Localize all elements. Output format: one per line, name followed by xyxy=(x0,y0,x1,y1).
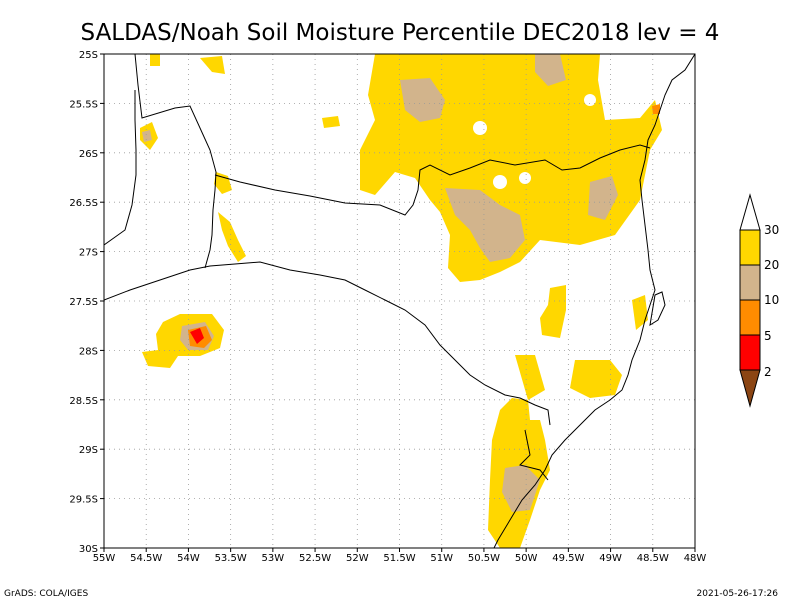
percentile-shading xyxy=(140,54,662,548)
x-tick-label: 50W xyxy=(515,553,538,564)
color-legend: 30 20 10 5 2 xyxy=(739,193,779,408)
argentina-brazil-border xyxy=(134,54,217,269)
legend-box-20-30 xyxy=(739,229,761,266)
graticule xyxy=(104,54,695,548)
x-tick-label: 53.5W xyxy=(215,553,247,564)
x-tick-label: 49.5W xyxy=(552,553,584,564)
shade-20-30-patch-a xyxy=(540,285,566,338)
x-tick-label: 52W xyxy=(346,553,369,564)
x-tick-label: 50.5W xyxy=(468,553,500,564)
shade-10-20-north-b xyxy=(535,54,566,86)
legend-box-5-10 xyxy=(739,299,761,336)
legend-label-5: 5 xyxy=(764,329,772,343)
x-tick-label: 51W xyxy=(430,553,453,564)
y-tick-label: 28.5S xyxy=(69,396,98,407)
footer-timestamp: 2021-05-26-17:26 xyxy=(697,589,779,599)
shade-20-30-patch-e xyxy=(200,56,225,74)
y-tick-label: 26.5S xyxy=(69,198,98,209)
x-tick-label: 55W xyxy=(93,553,116,564)
y-tick-label: 25S xyxy=(79,50,98,61)
shade-10-20-patch xyxy=(142,130,152,142)
border-west-segment xyxy=(104,90,137,246)
y-tick-label: 29S xyxy=(79,445,98,456)
gap-2 xyxy=(473,121,487,135)
shade-10-20-south xyxy=(502,465,540,512)
x-tick-label: 52.5W xyxy=(299,553,331,564)
legend-box-2-5 xyxy=(739,334,761,371)
shade-20-30-east xyxy=(570,360,622,398)
y-axis-labels: 25S 25.5S 26S 26.5S 27S 27.5S 28S 28.5S 29S 29.5S… xyxy=(69,50,98,555)
y-tick-label: 27S xyxy=(79,248,98,259)
y-tick-label: 30S xyxy=(79,544,98,555)
x-tick-label: 48W xyxy=(684,553,707,564)
legend-box-10-20 xyxy=(739,264,761,301)
gap-4 xyxy=(584,94,596,106)
x-tick-label: 53W xyxy=(262,553,285,564)
parana-santa-catarina-border xyxy=(214,144,651,216)
axis-ticks xyxy=(100,53,696,552)
legend-label-2: 2 xyxy=(764,365,772,379)
x-tick-label: 49W xyxy=(599,553,622,564)
map-title: SALDAS/Noah Soil Moisture Percentile DEC… xyxy=(81,20,720,46)
y-tick-label: 26S xyxy=(79,149,98,160)
x-tick-label: 54W xyxy=(177,553,200,564)
shade-20-30-patch-d xyxy=(218,212,246,262)
legend-label-30: 30 xyxy=(764,223,779,237)
x-tick-label: 48.5W xyxy=(637,553,669,564)
y-tick-label: 29.5S xyxy=(69,495,98,506)
shade-20-30-patch-f xyxy=(322,116,340,128)
santa-catarina-rs-border xyxy=(104,261,551,426)
coast-lagoon xyxy=(649,291,666,327)
x-axis-labels: 55W 54.5W 54W 53.5W 53W 52.5W 52W 51.5W 51W 50.5W… xyxy=(93,553,707,564)
shade-20-30-patch-c xyxy=(214,172,232,194)
footer-credit: GrADS: COLA/IGES xyxy=(4,589,88,599)
y-tick-label: 25.5S xyxy=(69,99,98,110)
x-tick-label: 51.5W xyxy=(383,553,415,564)
legend-label-10: 10 xyxy=(764,293,779,307)
y-tick-label: 27.5S xyxy=(69,297,98,308)
legend-top-triangle xyxy=(739,193,761,231)
shade-10-20-north-a xyxy=(400,78,445,122)
inner-river xyxy=(519,429,549,481)
shade-10-20-central xyxy=(445,188,525,262)
boundaries xyxy=(104,54,695,548)
legend-label-20: 20 xyxy=(764,258,779,272)
shade-20-30-south xyxy=(488,355,550,548)
shade-20-30-patch-h xyxy=(150,54,160,66)
gap-1 xyxy=(493,175,507,189)
shade-20-30-patch-g xyxy=(632,295,648,330)
legend-bottom-triangle xyxy=(739,369,761,408)
y-tick-label: 28S xyxy=(79,346,98,357)
gap-3 xyxy=(519,172,531,184)
shade-2-5-west xyxy=(190,328,204,344)
shade-5-10-coast xyxy=(652,104,660,114)
coastline xyxy=(493,54,695,548)
x-tick-label: 54.5W xyxy=(130,553,162,564)
